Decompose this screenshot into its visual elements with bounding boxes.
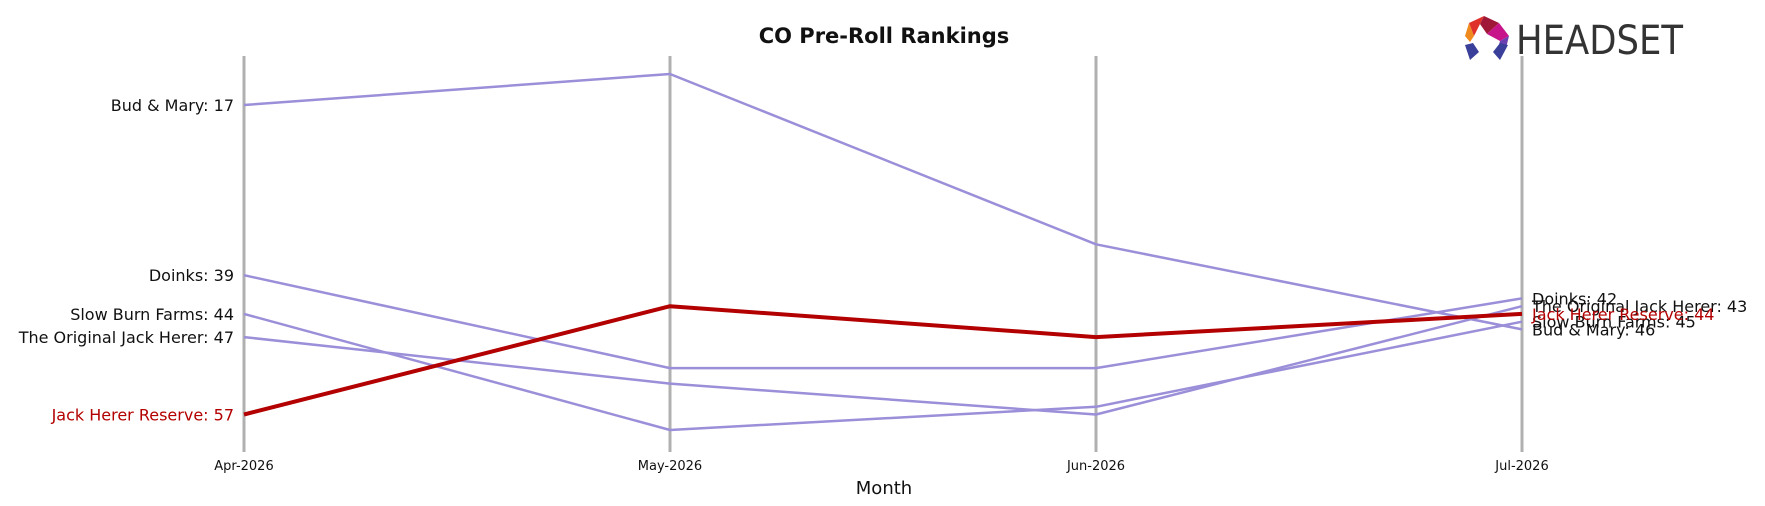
x-tick-label: May-2026 <box>638 459 702 474</box>
series-line-jack-herer-reserve <box>243 304 1523 417</box>
left-label-doinks: Doinks: 39 <box>149 266 234 285</box>
x-tick-label: Apr-2026 <box>214 459 273 474</box>
right-label-jack-herer-reserve: Jack Herer Reserve: 44 <box>1531 305 1714 324</box>
series-line-bud-mary <box>243 72 1523 331</box>
right-label-doinks: Doinks: 42 <box>1532 289 1617 308</box>
left-label-slow-burn-farms: Slow Burn Farms: 44 <box>70 305 234 324</box>
chart-title: CO Pre-Roll Rankings <box>759 24 1010 48</box>
headset-logo-icon <box>1465 16 1509 60</box>
headset-logo-text: HEADSET <box>1516 18 1683 64</box>
series-lines <box>243 72 1523 432</box>
headset-logo: HEADSET <box>1465 16 1683 64</box>
x-axis-label: Month <box>856 478 912 499</box>
x-tick-label: Jul-2026 <box>1494 459 1548 474</box>
right-label-the-original-jack-herer: The Original Jack Herer: 43 <box>1531 297 1747 316</box>
series-line-doinks <box>243 273 1523 370</box>
right-label-slow-burn-farms: Slow Burn Farms: 45 <box>1532 313 1696 332</box>
series-line-slow-burn-farms <box>243 312 1523 432</box>
left-label-the-original-jack-herer: The Original Jack Herer: 47 <box>18 328 234 347</box>
x-tick-label: Jun-2026 <box>1066 459 1125 474</box>
left-label-bud-mary: Bud & Mary: 17 <box>111 96 234 115</box>
right-label-bud-mary: Bud & Mary: 46 <box>1532 320 1655 339</box>
series-labels: Bud & Mary: 17 Bud & Mary: 46 Doinks: 39 Do… <box>18 96 1748 425</box>
left-label-jack-herer-reserve: Jack Herer Reserve: 57 <box>51 406 234 425</box>
x-tick-labels: Apr-2026 May-2026 Jun-2026 Jul-2026 <box>214 459 1548 474</box>
month-axes <box>242 56 1524 452</box>
